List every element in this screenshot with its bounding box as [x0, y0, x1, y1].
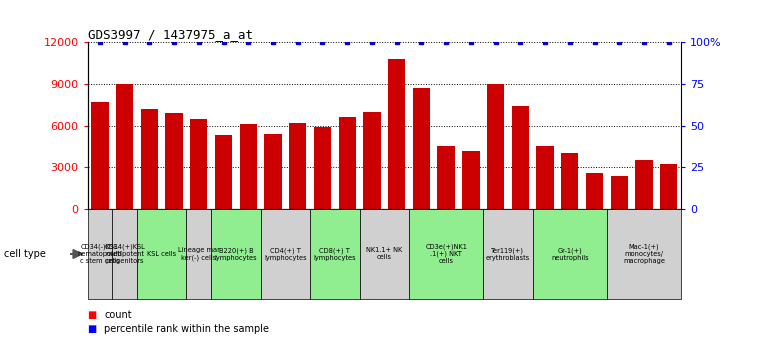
Bar — [190, 119, 208, 209]
Text: B220(+) B
lymphocytes: B220(+) B lymphocytes — [215, 247, 257, 261]
Bar — [91, 102, 109, 209]
Text: Mac-1(+)
monocytes/
macrophage: Mac-1(+) monocytes/ macrophage — [623, 244, 665, 264]
Text: percentile rank within the sample: percentile rank within the sample — [104, 324, 269, 334]
Bar — [165, 113, 183, 209]
Text: GDS3997 / 1437975_a_at: GDS3997 / 1437975_a_at — [88, 28, 253, 41]
Bar — [438, 147, 455, 209]
Bar — [264, 134, 282, 209]
Text: CD34(-)KSL
hematopoieti
c stem cells: CD34(-)KSL hematopoieti c stem cells — [78, 244, 123, 264]
Text: ■: ■ — [88, 324, 97, 334]
Bar — [240, 124, 257, 209]
Bar — [412, 88, 430, 209]
Text: Gr-1(+)
neutrophils: Gr-1(+) neutrophils — [551, 247, 588, 261]
Bar — [537, 147, 554, 209]
Text: CD4(+) T
lymphocytes: CD4(+) T lymphocytes — [264, 247, 307, 261]
Bar — [339, 118, 356, 209]
Bar — [215, 135, 232, 209]
Bar — [388, 59, 406, 209]
Bar — [511, 106, 529, 209]
Bar — [116, 84, 133, 209]
Text: ■: ■ — [88, 310, 97, 320]
Bar — [487, 84, 505, 209]
Text: CD3e(+)NK1
.1(+) NKT
cells: CD3e(+)NK1 .1(+) NKT cells — [425, 244, 467, 264]
Text: count: count — [104, 310, 132, 320]
Text: Ter119(+)
erythroblasts: Ter119(+) erythroblasts — [486, 247, 530, 261]
Bar — [561, 153, 578, 209]
Bar — [586, 173, 603, 209]
Bar — [610, 176, 628, 209]
Text: NK1.1+ NK
cells: NK1.1+ NK cells — [366, 247, 403, 261]
Bar — [635, 160, 653, 209]
Bar — [314, 127, 331, 209]
Bar — [462, 151, 479, 209]
Bar — [141, 109, 158, 209]
Text: CD8(+) T
lymphocytes: CD8(+) T lymphocytes — [314, 247, 356, 261]
Bar — [289, 123, 307, 209]
Text: CD34(+)KSL
multipotent
progenitors: CD34(+)KSL multipotent progenitors — [104, 244, 145, 264]
Text: Lineage mar
ker(-) cells: Lineage mar ker(-) cells — [178, 247, 220, 261]
Text: cell type: cell type — [4, 249, 46, 259]
Text: KSL cells: KSL cells — [147, 251, 177, 257]
Bar — [660, 165, 677, 209]
Bar — [363, 112, 380, 209]
